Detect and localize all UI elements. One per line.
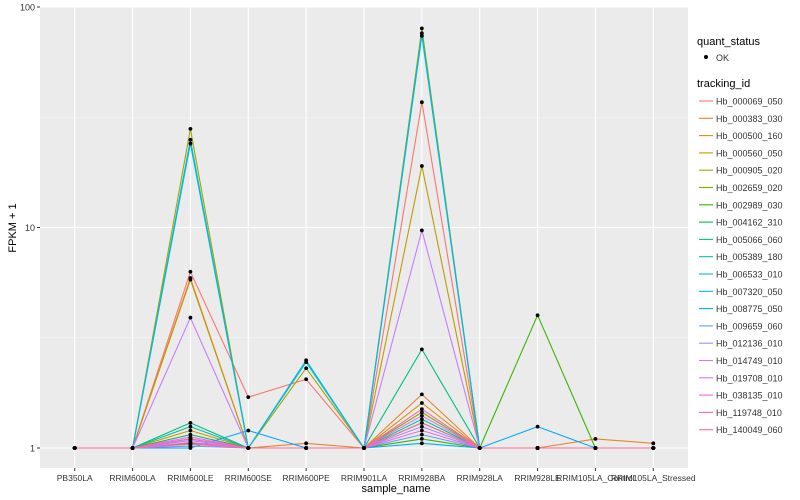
data-point bbox=[419, 33, 424, 38]
y-tick-label: 100 bbox=[20, 3, 35, 13]
legend-color-label: Hb_000905_020 bbox=[716, 166, 783, 176]
legend-shape-title: quant_status bbox=[697, 36, 760, 48]
data-point bbox=[535, 424, 540, 429]
x-tick-label: RRIM600LA bbox=[109, 473, 156, 483]
data-point bbox=[188, 436, 193, 441]
legend-color-label: Hb_005389_180 bbox=[716, 252, 783, 262]
x-axis: PB350LA RRIM600LA RRIM600LE RRIM600SE RRIM60… bbox=[57, 468, 696, 483]
x-tick-label: RRIM105LA_Control bbox=[556, 473, 635, 483]
data-point bbox=[419, 164, 424, 168]
data-point bbox=[419, 26, 424, 31]
legend-color-label: Hb_004162_310 bbox=[716, 218, 783, 228]
x-tick-label: RRIM600LE bbox=[167, 473, 214, 483]
legend-color-label: Hb_007320_050 bbox=[716, 287, 783, 297]
legend-color-label: Hb_002989_030 bbox=[716, 200, 783, 210]
data-point bbox=[72, 446, 77, 450]
data-point bbox=[419, 417, 424, 422]
data-point bbox=[419, 100, 424, 105]
data-point bbox=[246, 446, 251, 450]
legend-color-label: Hb_008775_050 bbox=[716, 304, 783, 314]
legend-color-label: Hb_119748_010 bbox=[716, 408, 782, 418]
data-point bbox=[419, 410, 424, 415]
legend-color-label: Hb_140049_060 bbox=[716, 425, 783, 435]
legend-shape-label: OK bbox=[716, 53, 729, 63]
x-tick-label: RRIM928LA bbox=[457, 473, 504, 483]
data-point bbox=[246, 428, 251, 433]
data-point bbox=[419, 436, 424, 441]
data-point bbox=[188, 277, 193, 282]
data-point bbox=[130, 446, 135, 450]
data-point bbox=[188, 424, 193, 429]
data-point bbox=[419, 407, 424, 412]
data-point bbox=[419, 428, 424, 433]
legend-color-label: Hb_000383_030 bbox=[716, 114, 783, 124]
data-point bbox=[304, 446, 309, 450]
x-axis-title: sample_name bbox=[361, 483, 430, 495]
y-tick-label: 10 bbox=[25, 223, 35, 233]
data-point bbox=[419, 432, 424, 437]
data-point bbox=[304, 441, 309, 446]
data-point bbox=[304, 366, 309, 371]
legend-shape-key bbox=[704, 55, 708, 59]
data-point bbox=[188, 137, 193, 142]
data-point bbox=[188, 442, 193, 447]
y-tick-label: 1 bbox=[30, 444, 35, 454]
data-point bbox=[362, 446, 366, 450]
data-point bbox=[419, 424, 424, 429]
legend-color-label: Hb_005066_060 bbox=[716, 235, 783, 245]
data-point bbox=[188, 269, 193, 274]
data-point bbox=[651, 446, 656, 450]
x-tick-label: PB350LA bbox=[57, 473, 93, 483]
x-tick-label: RRIM901LA bbox=[341, 473, 388, 483]
data-point bbox=[535, 313, 540, 318]
legend-color-label: Hb_019708_010 bbox=[716, 373, 783, 383]
legend-color-label: Hb_014749_010 bbox=[716, 356, 783, 366]
x-tick-label: RRIM600SE bbox=[225, 473, 273, 483]
grid-lines bbox=[40, 6, 688, 468]
data-point bbox=[593, 446, 598, 450]
data-point bbox=[419, 441, 424, 446]
legend: quant_status tracking_id OK Hb_000069_050… bbox=[697, 36, 783, 435]
legend-color-label: Hb_000500_160 bbox=[716, 131, 783, 141]
x-tick-label: RRIM105LA_Stressed bbox=[611, 473, 696, 483]
legend-color-title: tracking_id bbox=[697, 78, 750, 90]
data-point bbox=[188, 127, 193, 131]
data-point bbox=[477, 446, 482, 450]
x-tick-label: RRIM928LE bbox=[514, 473, 561, 483]
data-point bbox=[419, 413, 424, 418]
y-axis: 1 10 100 bbox=[20, 3, 40, 454]
x-tick-label: RRIM928BA bbox=[398, 473, 446, 483]
data-point bbox=[651, 441, 656, 446]
data-point bbox=[304, 377, 309, 382]
data-point bbox=[419, 392, 424, 397]
data-point bbox=[419, 401, 424, 405]
data-point bbox=[246, 395, 251, 400]
data-point bbox=[304, 358, 309, 363]
data-point bbox=[419, 420, 424, 425]
data-point bbox=[535, 446, 540, 450]
data-point bbox=[188, 315, 193, 320]
data-points bbox=[72, 26, 656, 450]
y-axis-title: FPKM + 1 bbox=[7, 203, 19, 252]
legend-color-label: Hb_002659_020 bbox=[716, 183, 783, 193]
legend-color-label: Hb_006533_010 bbox=[716, 270, 783, 280]
data-point bbox=[593, 436, 598, 441]
data-point bbox=[188, 141, 193, 146]
data-point bbox=[419, 228, 424, 233]
data-point bbox=[188, 428, 193, 433]
legend-color-label: Hb_000069_050 bbox=[716, 97, 783, 107]
legend-color-label: Hb_038135_010 bbox=[716, 391, 783, 401]
legend-color-label: Hb_009659_060 bbox=[716, 321, 783, 331]
data-point bbox=[419, 347, 424, 352]
legend-color-label: Hb_012136_010 bbox=[716, 339, 783, 349]
legend-color-label: Hb_000560_050 bbox=[716, 148, 783, 158]
data-point bbox=[188, 420, 193, 425]
x-tick-label: RRIM600PE bbox=[283, 473, 331, 483]
